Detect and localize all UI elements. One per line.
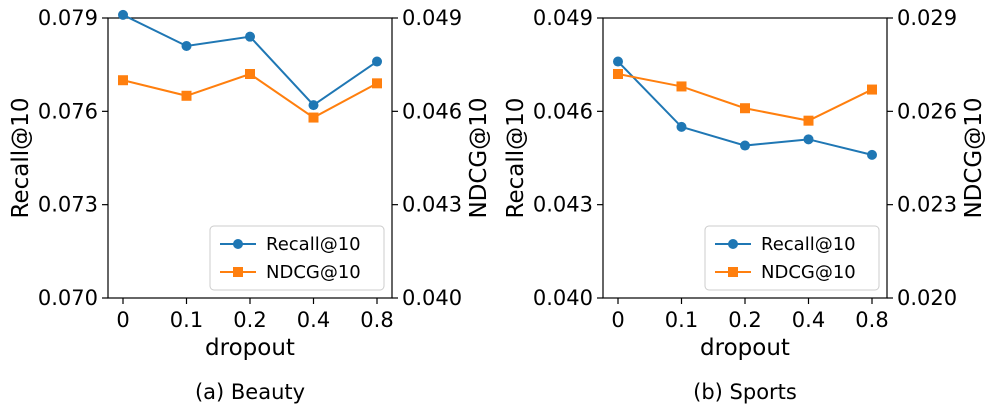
data-point-recall-10	[740, 140, 750, 151]
legend-label: NDCG@10	[266, 262, 361, 283]
data-point-recall-10	[867, 149, 877, 160]
data-point-recall-10	[613, 56, 623, 67]
y-right-tick-label: 0.040	[402, 286, 462, 310]
y-right-tick-label: 0.049	[402, 6, 462, 30]
data-point-ndcg-10	[740, 103, 750, 114]
data-point-ndcg-10	[118, 75, 128, 86]
legend: Recall@10 NDCG@10	[209, 225, 385, 291]
data-point-recall-10	[803, 134, 814, 145]
y-left-tick-label: 0.079	[38, 6, 98, 30]
series-line-recall-10	[122, 13, 378, 107]
y-right-tick-label: 0.023	[897, 193, 957, 217]
y-right-tick-label: 0.046	[402, 99, 462, 123]
data-point-ndcg-10	[245, 69, 255, 79]
x-tick-label: 0.2	[233, 308, 266, 332]
data-point-recall-10	[245, 31, 255, 42]
y-right-axis-title: NDCG@10	[961, 97, 987, 218]
x-tick-label: 0	[116, 308, 129, 332]
data-point-ndcg-10	[867, 84, 877, 95]
legend-marker	[233, 267, 243, 277]
x-tick-label: 0.4	[792, 308, 825, 332]
legend-label: NDCG@10	[761, 262, 856, 283]
y-left-axis-title: Recall@10	[8, 98, 34, 219]
y-left-tick-label: 0.046	[533, 99, 593, 123]
data-point-ndcg-10	[372, 78, 382, 89]
x-tick-label: 0.2	[728, 308, 761, 332]
chart-panel-1: 0.070 0.073 0.076 0.079 0.040 0.043 0.046 0.049…	[8, 6, 492, 404]
chart-panel-2: 0.040 0.043 0.046 0.049 0.020 0.023 0.026 0.029…	[503, 6, 987, 404]
x-tick-label: 0.1	[665, 308, 698, 332]
legend-box	[704, 225, 880, 291]
legend-box	[209, 225, 385, 291]
x-axis-title: dropout	[205, 335, 295, 361]
data-point-recall-10	[118, 9, 128, 20]
y-left-axis-title: Recall@10	[503, 98, 529, 219]
y-left-tick-label: 0.040	[533, 286, 593, 310]
data-point-ndcg-10	[803, 115, 814, 126]
y-right-tick-label: 0.026	[897, 99, 957, 123]
legend: Recall@10 NDCG@10	[704, 225, 880, 291]
data-point-recall-10	[372, 56, 382, 67]
data-point-ndcg-10	[181, 90, 192, 101]
panel-caption: (b) Sports	[693, 380, 797, 404]
x-tick-label: 0.8	[855, 308, 888, 332]
y-right-tick-label: 0.043	[402, 193, 462, 217]
y-left-tick-label: 0.049	[533, 6, 593, 30]
legend-marker	[728, 267, 738, 277]
x-tick-label: 0.4	[297, 308, 330, 332]
x-axis-title: dropout	[700, 335, 790, 361]
y-left-tick-label: 0.070	[38, 286, 98, 310]
series-line-ndcg-10	[122, 72, 378, 119]
data-point-ndcg-10	[613, 69, 623, 79]
y-left-tick-label: 0.073	[38, 193, 98, 217]
x-tick-label: 0.1	[170, 308, 203, 332]
y-left-tick-label: 0.043	[533, 193, 593, 217]
y-right-tick-label: 0.020	[897, 286, 957, 310]
legend-label: Recall@10	[761, 234, 856, 255]
legend-label: Recall@10	[266, 234, 361, 255]
x-tick-label: 0.8	[360, 308, 393, 332]
y-left-tick-label: 0.076	[38, 99, 98, 123]
y-right-tick-label: 0.029	[897, 6, 957, 30]
legend-marker	[728, 239, 738, 249]
data-point-recall-10	[676, 121, 687, 132]
series-line-ndcg-10	[617, 73, 873, 122]
y-right-axis-title: NDCG@10	[466, 97, 492, 218]
data-point-ndcg-10	[676, 81, 687, 92]
data-point-recall-10	[308, 100, 319, 111]
panel-caption: (a) Beauty	[195, 380, 305, 404]
x-tick-label: 0	[611, 308, 624, 332]
data-point-ndcg-10	[308, 112, 319, 123]
data-point-recall-10	[181, 41, 192, 51]
legend-marker	[233, 239, 243, 249]
